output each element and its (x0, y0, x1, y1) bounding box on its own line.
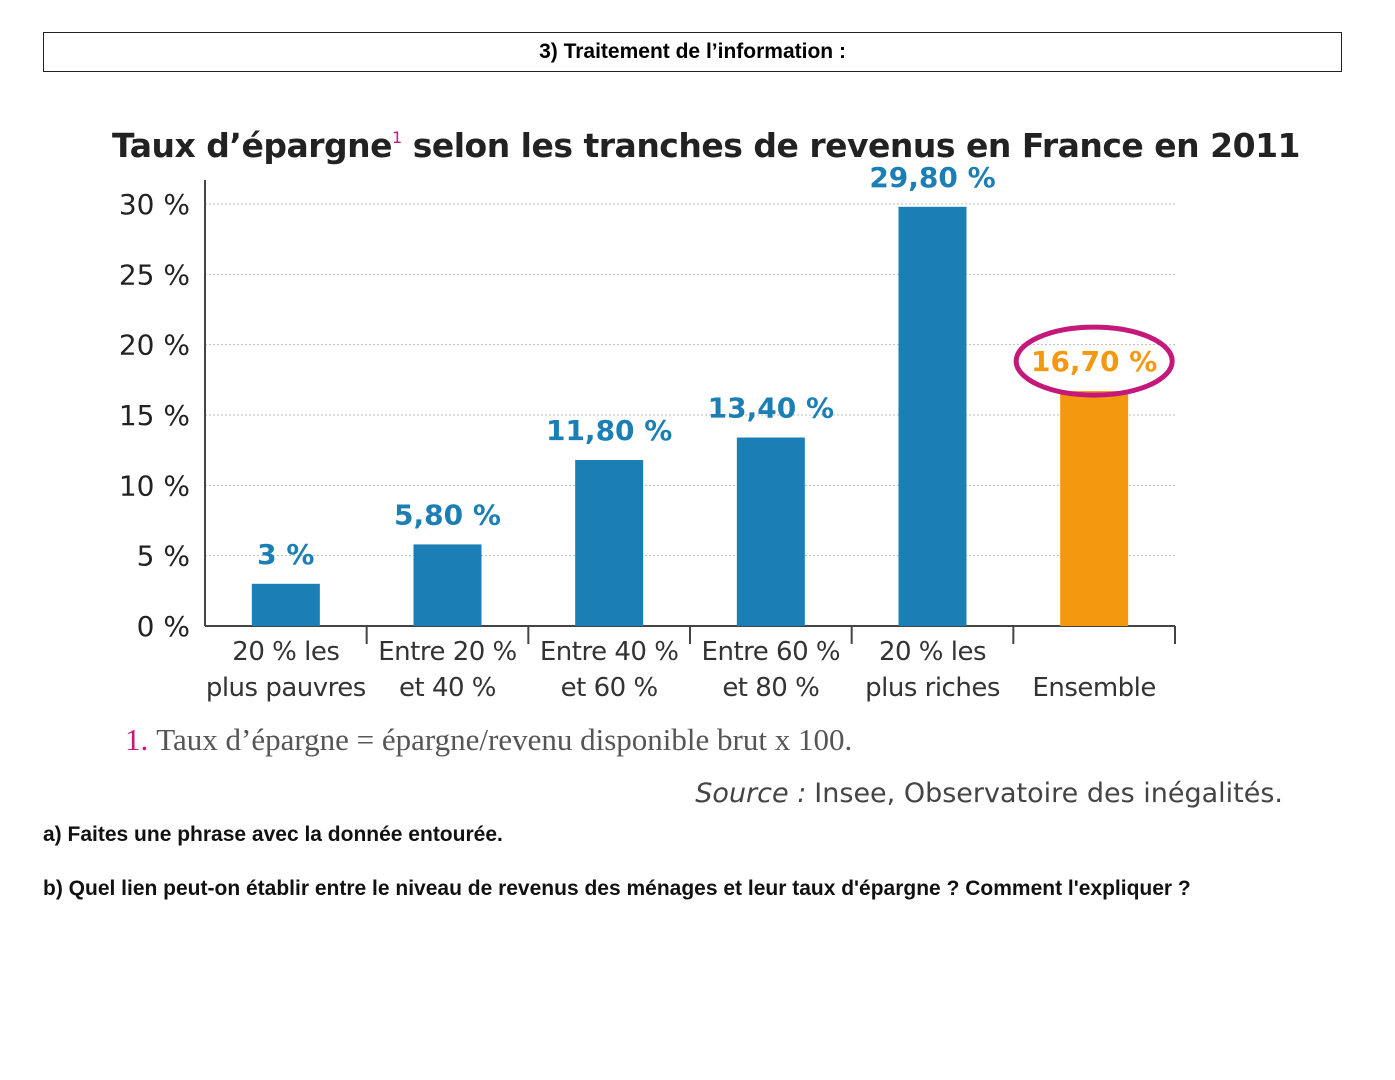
title-main: Taux d’épargne (112, 126, 393, 165)
y-tick-label: 25 % (119, 258, 190, 291)
value-label: 16,70 % (1031, 345, 1157, 378)
footnote-number: 1. (125, 722, 149, 757)
note-ref: 1 (392, 128, 402, 147)
x-tick-label: Ensemble (1032, 673, 1156, 703)
x-tick-label: Entre 20 % et 40 % (378, 637, 517, 703)
y-tick-label: 0 % (137, 610, 190, 643)
title-rest: selon les tranches de revenus en France … (412, 126, 1301, 165)
question: a) Faites une phrase avec la donnée ento… (43, 823, 503, 846)
footnote-text: Taux d’épargne = épargne/revenu disponib… (156, 722, 853, 757)
bar (898, 206, 967, 626)
value-label: 5,80 % (394, 498, 501, 531)
y-tick-label: 20 % (119, 329, 190, 362)
value-label: 13,40 % (708, 392, 834, 425)
value-label: 29,80 % (869, 161, 995, 194)
value-label: 11,80 % (546, 414, 672, 447)
chart-title: Taux d’épargne1 selon les tranches de re… (112, 126, 1301, 165)
source-text: Insee, Observatoire des inégalités. (814, 778, 1283, 809)
value-label: 3 % (257, 538, 314, 571)
section-header: 3) Traitement de l’information : (43, 32, 1342, 72)
bar (413, 544, 482, 626)
bar (736, 437, 805, 626)
bar (575, 460, 644, 626)
y-tick-label: 10 % (119, 469, 190, 502)
x-tick-label: 20 % les plus pauvres (205, 637, 366, 703)
highlight-circle (1013, 324, 1175, 398)
source-label: Source : (695, 778, 807, 809)
question: b) Quel lien peut-on établir entre le ni… (43, 877, 1191, 900)
bar (251, 583, 320, 626)
x-tick-label: 20 % les plus riches (865, 637, 1000, 703)
footnote: 1. Taux d’épargne = épargne/revenu dispon… (125, 722, 852, 758)
x-tick-label: Entre 40 % et 60 % (539, 637, 679, 703)
bar (1060, 391, 1129, 626)
y-tick-label: 30 % (119, 188, 190, 221)
source: Source : Insee, Observatoire des inégalit… (695, 778, 1283, 809)
y-tick-label: 15 % (119, 399, 190, 432)
x-tick-label: Entre 60 % et 80 % (701, 637, 841, 703)
y-tick-label: 5 % (137, 540, 190, 573)
